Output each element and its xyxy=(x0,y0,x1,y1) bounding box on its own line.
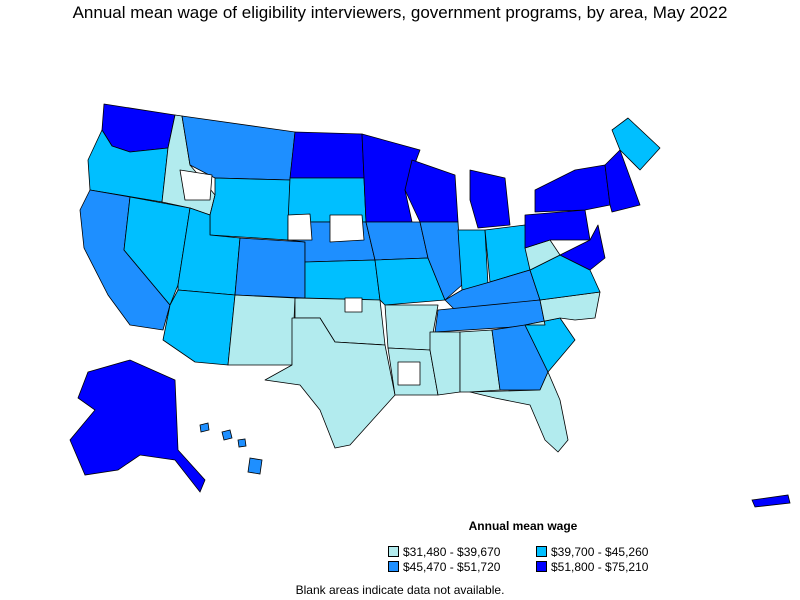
region-colorado xyxy=(234,237,306,299)
region-north-carolina xyxy=(524,291,601,326)
region-iowa xyxy=(365,221,429,261)
region-mid-atlantic xyxy=(559,224,606,271)
region-new-england xyxy=(604,149,641,213)
legend-swatch-1 xyxy=(388,546,399,557)
legend-swatch-2 xyxy=(536,546,547,557)
region-wyoming xyxy=(209,177,291,241)
legend-item-1: $31,480 - $39,670 xyxy=(388,545,500,559)
legend-label-3: $45,470 - $51,720 xyxy=(403,560,501,574)
legend-label-2: $39,700 - $45,260 xyxy=(551,545,649,559)
region-new-york xyxy=(534,164,611,213)
legend-label-1: $31,480 - $39,670 xyxy=(403,545,501,559)
region-missouri xyxy=(374,257,446,306)
region-alabama xyxy=(459,329,501,393)
region-blank-la xyxy=(397,361,421,386)
blank-areas-note: Blank areas indicate data not available. xyxy=(0,583,800,597)
legend-swatch-4 xyxy=(536,561,547,572)
region-new-mexico xyxy=(227,294,296,366)
legend-title: Annual mean wage xyxy=(468,519,578,533)
region-washington xyxy=(101,103,176,153)
region-blank-sd xyxy=(329,214,365,243)
region-montana xyxy=(181,115,296,181)
region-florida xyxy=(469,371,569,453)
legend-item-4: $51,800 - $75,210 xyxy=(536,560,648,574)
legend-swatch-3 xyxy=(388,561,399,572)
region-blank-ok xyxy=(344,297,363,313)
region-illinois xyxy=(419,221,463,301)
region-blank-idaho xyxy=(179,169,213,201)
region-hawaii xyxy=(199,422,263,475)
region-texas xyxy=(264,317,396,449)
region-puerto-rico xyxy=(751,494,791,508)
region-maine xyxy=(611,117,661,171)
region-wisconsin xyxy=(404,159,459,223)
region-michigan xyxy=(469,169,511,229)
region-indiana xyxy=(457,229,489,291)
region-alaska xyxy=(69,359,206,493)
region-kansas xyxy=(304,259,381,301)
region-mississippi xyxy=(429,331,461,396)
region-north-dakota xyxy=(289,131,365,179)
legend-item-3: $45,470 - $51,720 xyxy=(388,560,500,574)
map-title: Annual mean wage of eligibility intervie… xyxy=(72,3,728,22)
region-arizona xyxy=(162,289,236,366)
legend-item-2: $39,700 - $45,260 xyxy=(536,545,648,559)
region-blank-wyoming xyxy=(287,213,313,241)
region-pennsylvania xyxy=(524,209,591,249)
note-text: Blank areas indicate data not available. xyxy=(295,583,505,597)
legend-label-4: $51,800 - $75,210 xyxy=(551,560,649,574)
